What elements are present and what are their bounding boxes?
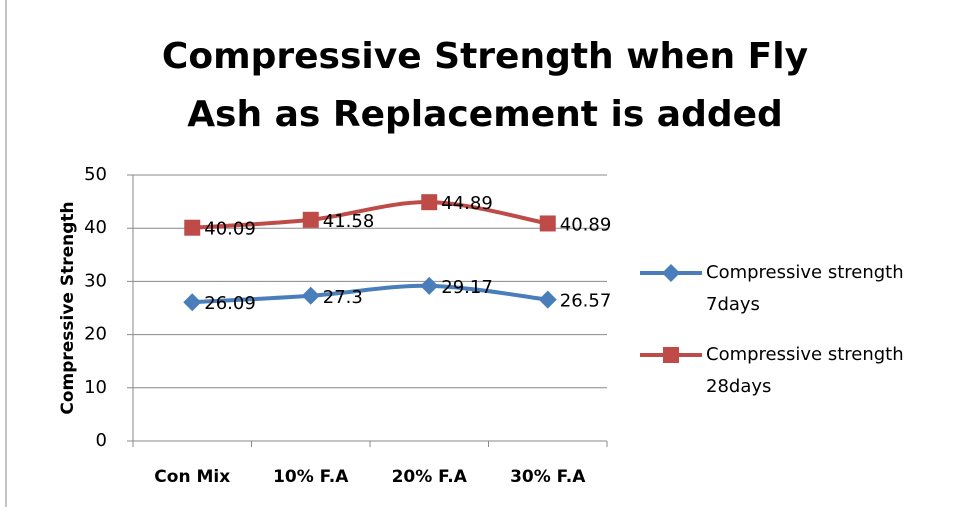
x-tick-label: 30% F.A [510, 467, 586, 487]
y-axis-label: Compressive Strength [58, 201, 78, 414]
data-label: 27.3 [323, 287, 363, 308]
y-tick-label: 30 [84, 270, 107, 291]
y-tick-label: 10 [84, 377, 107, 398]
x-tick-label: Con Mix [154, 467, 230, 487]
data-point [301, 286, 320, 305]
data-label: 26.09 [204, 293, 256, 314]
data-point [184, 219, 201, 236]
data-point [183, 293, 202, 312]
data-label: 41.58 [323, 211, 375, 232]
legend-label: Compressive strength 28days [706, 344, 904, 397]
data-point [302, 211, 319, 228]
data-label: 44.89 [441, 193, 493, 214]
data-label: 29.17 [441, 277, 493, 298]
data-point [420, 276, 439, 295]
y-tick-label: 20 [84, 324, 107, 345]
data-label: 26.57 [560, 291, 612, 312]
series-line [192, 200, 549, 230]
data-point [421, 194, 438, 211]
series-line [192, 283, 548, 305]
legend-marker [663, 347, 679, 363]
data-point [539, 215, 556, 232]
legend-label: Compressive strength 7days [706, 262, 904, 315]
x-tick-label: 10% F.A [273, 467, 349, 487]
y-tick-label: 50 [84, 164, 107, 185]
legend-marker [662, 264, 680, 282]
data-label: 40.09 [204, 219, 256, 240]
data-point [538, 290, 557, 309]
x-tick-label: 20% F.A [392, 467, 468, 487]
chart-title: Compressive Strength when Fly Ash as Rep… [161, 36, 809, 135]
data-label: 40.89 [560, 214, 612, 235]
y-tick-label: 0 [96, 430, 107, 451]
y-tick-label: 40 [84, 217, 107, 238]
